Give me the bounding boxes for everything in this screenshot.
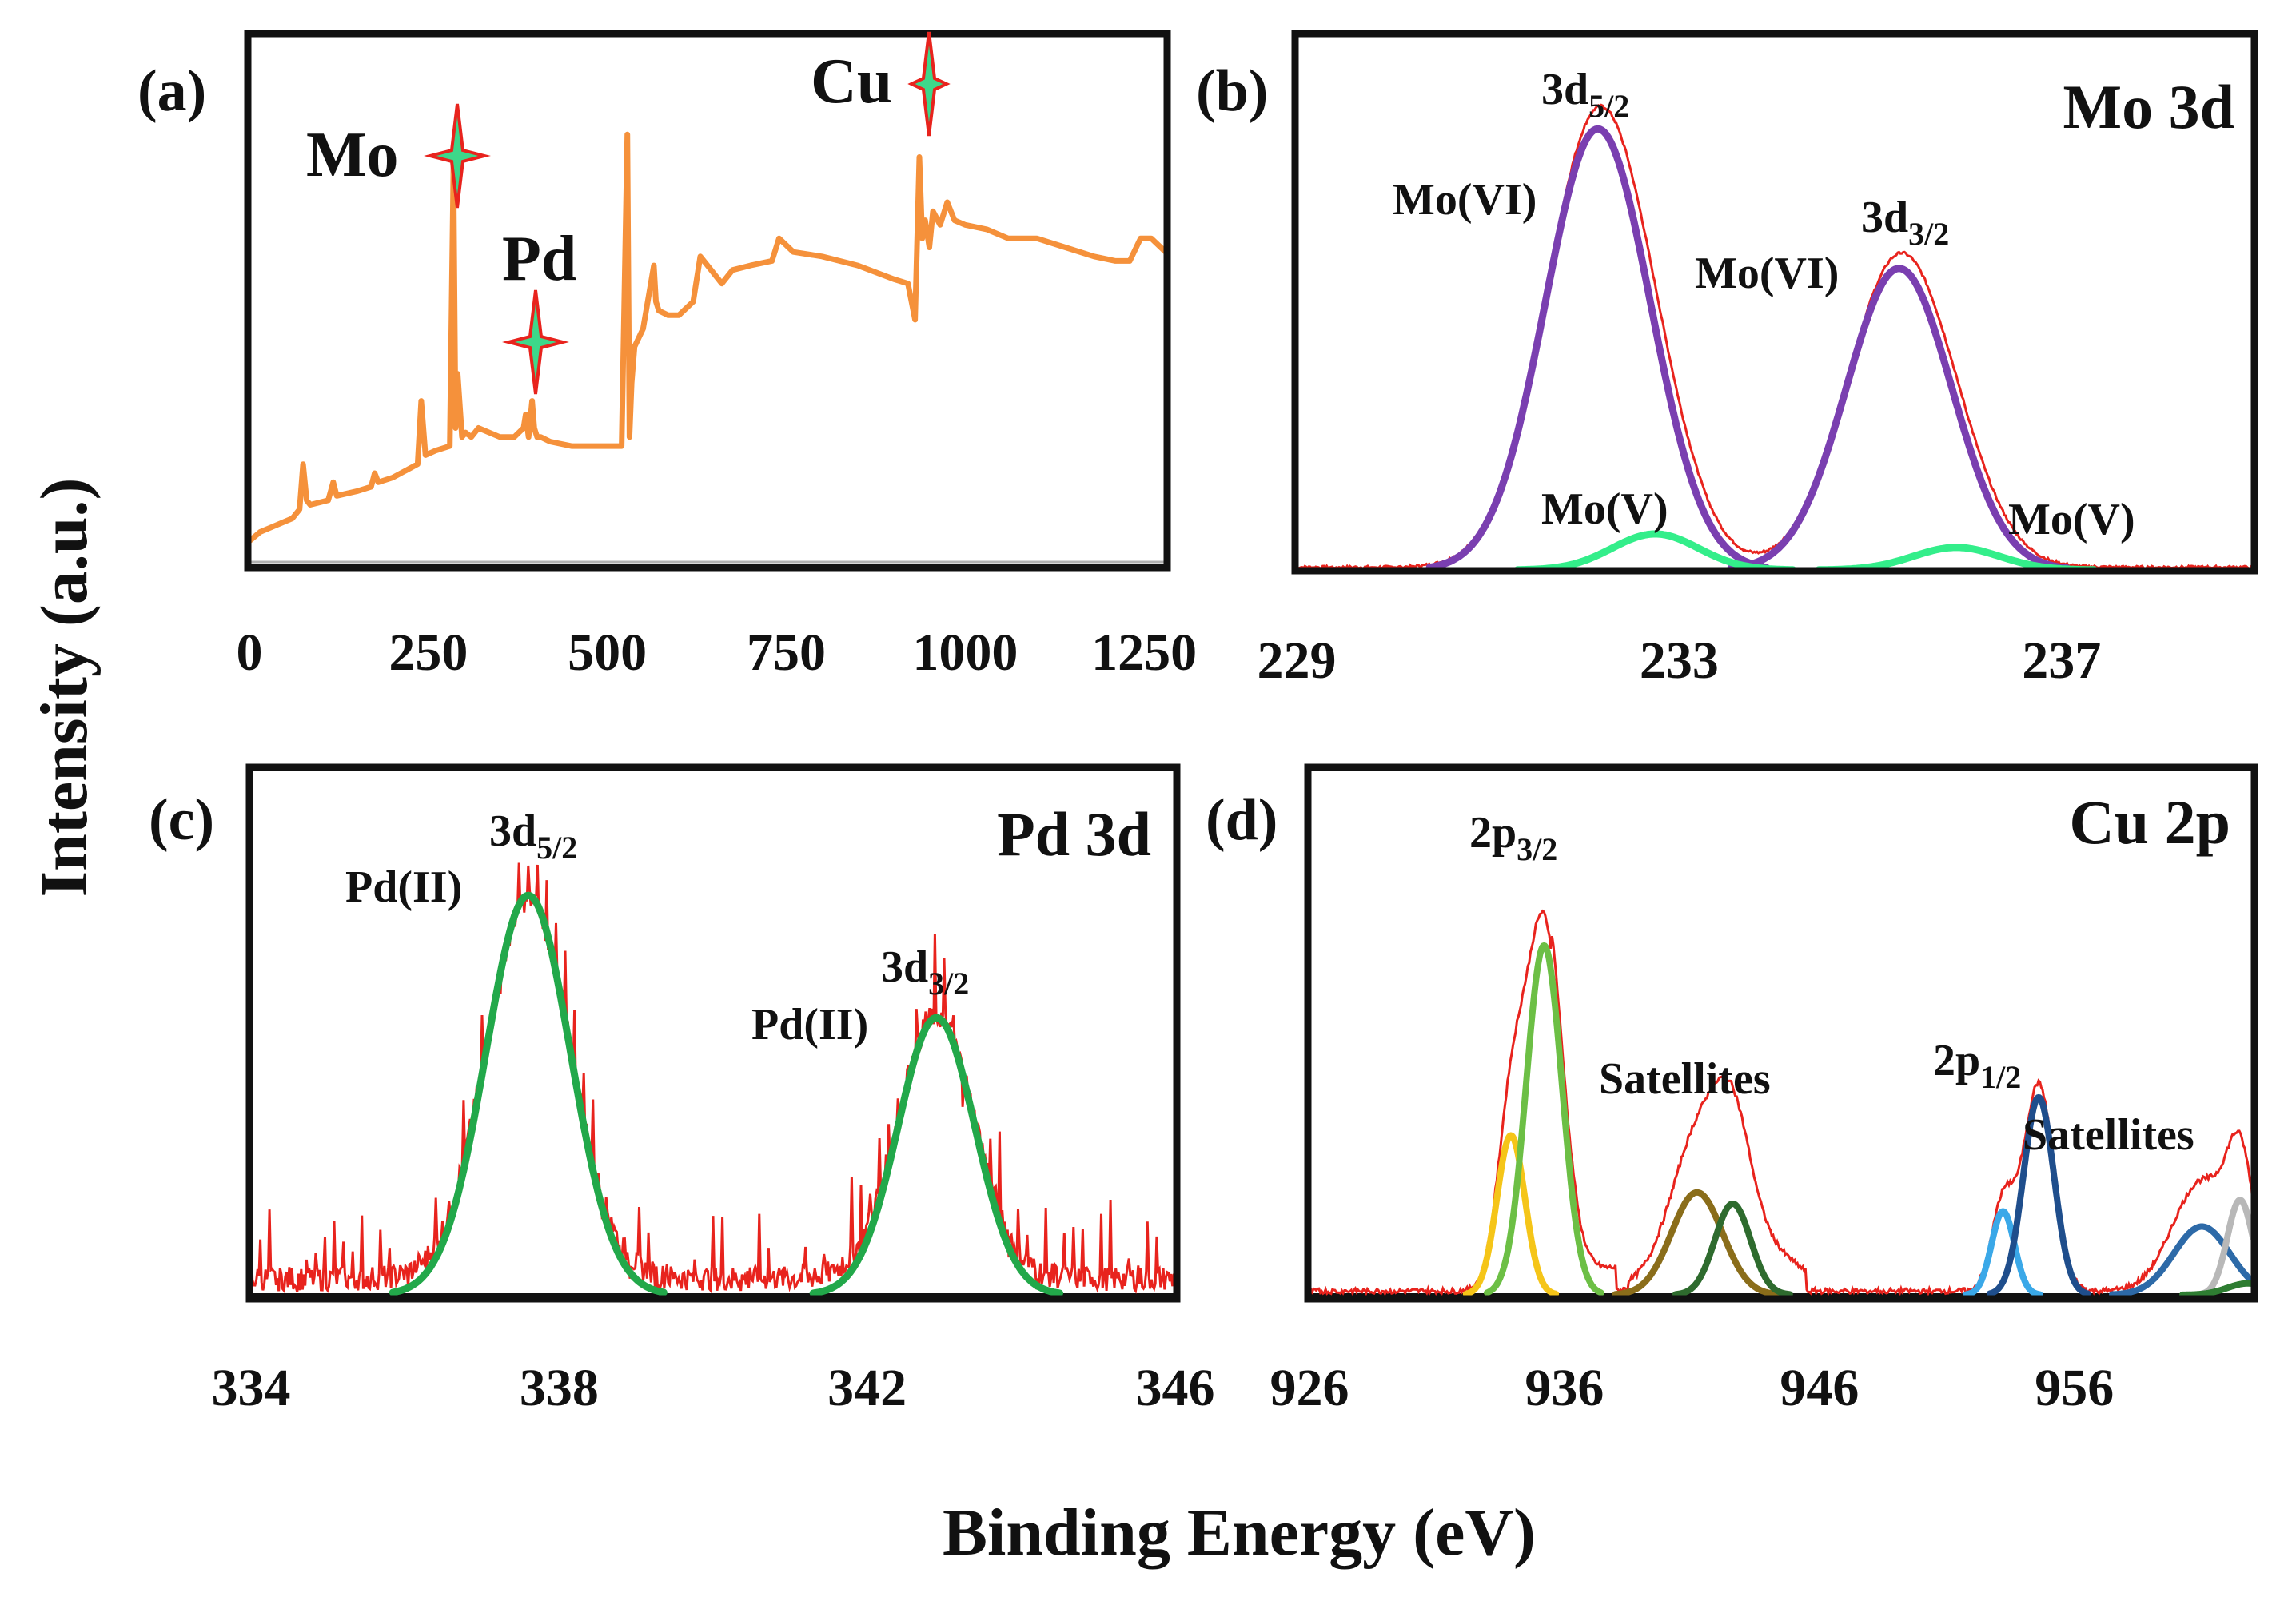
panel-d: (d) Cu 2p 926 936 946 956 2p3/2 Satellites … <box>1206 763 2258 1417</box>
xtick-c-334: 334 <box>212 1359 291 1417</box>
cu-satellites-label-2: Satellites <box>2023 1110 2194 1160</box>
panel-a-plot <box>247 131 1168 564</box>
cu-2p32-main: 2p <box>1469 808 1517 858</box>
mo-3d52-sub: 5/2 <box>1588 88 1629 124</box>
pd-3d32-sub: 3/2 <box>928 966 969 1002</box>
panel-c-fit-peak-0-0 <box>389 891 668 1296</box>
xtick-a-750: 750 <box>747 623 826 682</box>
cu-2p12-label: 2p1/2 <box>1933 1036 2021 1095</box>
pd-3d52-main: 3d <box>489 806 536 856</box>
panel-b-fit-peak-1-0 <box>1513 530 1797 574</box>
xtick-a-0: 0 <box>237 623 263 682</box>
cu-satellites-label-1: Satellites <box>1599 1054 1771 1104</box>
y-axis-title: Intensity (a.u.) <box>27 477 102 897</box>
panel-b-xticks: 229 233 237 <box>1258 631 2102 690</box>
mo-3d32-label: 3d3/2 <box>1861 193 1949 252</box>
xtick-c-346: 346 <box>1136 1359 1215 1417</box>
mo-vi-label-2: Mo(VI) <box>1695 249 1839 298</box>
panel-d-fit-peak-6-0 <box>2109 1223 2256 1298</box>
panel-a-xticks: 0 250 500 750 1000 1250 <box>237 623 1198 682</box>
mo-3d32-sub: 3/2 <box>1908 216 1949 252</box>
panel-d-fit-peak-2-0 <box>1612 1189 1782 1298</box>
mo-survey-label: Mo <box>306 120 399 190</box>
x-axis-title: Binding Energy (eV) <box>943 1495 1536 1570</box>
xtick-a-1250: 1250 <box>1091 623 1197 682</box>
xtick-d-946: 946 <box>1780 1359 1859 1417</box>
pd-3d52-label: 3d5/2 <box>489 806 577 866</box>
panel-d-frame <box>1304 763 2258 1303</box>
cu-survey-label: Cu <box>811 46 892 117</box>
panel-d-letter: (d) <box>1206 787 1278 853</box>
mo-3d52-main: 3d <box>1541 65 1588 114</box>
pd-3d32-main: 3d <box>881 942 928 992</box>
pd-survey-label: Pd <box>502 224 576 294</box>
panel-d-fit-peak-8-0 <box>2179 1280 2256 1298</box>
panel-d-title: Cu 2p <box>2069 787 2230 857</box>
mo-v-label-1: Mo(V) <box>1541 484 1668 534</box>
mo-vi-label-1: Mo(VI) <box>1393 175 1537 225</box>
cu-2p32-sub: 3/2 <box>1517 831 1557 867</box>
mo-star-icon <box>424 103 491 209</box>
panel-d-fit-peak-0-0 <box>1462 1132 1560 1297</box>
panel-c-frame <box>245 763 1181 1303</box>
pd-star-icon <box>502 289 569 395</box>
cu-2p32-label: 2p3/2 <box>1469 808 1557 867</box>
panel-b-frame <box>1291 30 2258 575</box>
xtick-a-500: 500 <box>568 623 647 682</box>
panel-c-plot <box>249 862 1177 1297</box>
xtick-b-233: 233 <box>1640 631 1719 690</box>
panel-c-title: Pd 3d <box>997 799 1151 869</box>
panel-d-fit-peak-5-0 <box>1986 1093 2091 1297</box>
cu-2p12-main: 2p <box>1933 1036 1980 1085</box>
panel-d-fit-peak-3-0 <box>1672 1200 1793 1298</box>
xtick-a-250: 250 <box>389 623 468 682</box>
xtick-c-342: 342 <box>827 1359 907 1417</box>
mo-v-label-2: Mo(V) <box>2008 495 2135 544</box>
xtick-a-1000: 1000 <box>912 623 1018 682</box>
panel-b-fit-peak-0-0 <box>1425 125 1770 572</box>
panel-c-fit-peak-0-1 <box>809 1014 1063 1297</box>
mo-3d52-label: 3d5/2 <box>1541 65 1629 124</box>
panel-b: (b) Mo 3d 229 233 237 3d5/2 Mo(VI) 3d3/2 M… <box>1196 30 2258 690</box>
panel-a: (a) 0 250 500 750 1000 1250 Mo Pd Cu <box>138 30 1198 682</box>
xtick-b-237: 237 <box>2022 631 2101 690</box>
panel-b-fit-peak-0-1 <box>1727 265 2071 572</box>
pd-3d32-label: 3d3/2 <box>881 942 969 1002</box>
cu-2p12-sub: 1/2 <box>1980 1059 2021 1095</box>
panel-d-fit-peak-4-0 <box>1963 1208 2043 1298</box>
panel-d-fit-peak-1-0 <box>1484 942 1604 1296</box>
panel-b-fit-peak-1-1 <box>1815 544 2098 574</box>
xtick-c-338: 338 <box>520 1359 599 1417</box>
cu-star-icon <box>907 31 951 137</box>
panel-c-raw-spectrum <box>249 862 1177 1294</box>
panel-c-xticks: 334 338 342 346 <box>212 1359 1215 1417</box>
pd-3d52-sub: 5/2 <box>536 830 577 866</box>
pd-ii-label-2: Pd(II) <box>751 1000 868 1049</box>
panel-a-letter: (a) <box>138 58 206 124</box>
mo-3d32-main: 3d <box>1861 193 1908 242</box>
xtick-b-229: 229 <box>1258 631 1337 690</box>
panel-a-frame <box>244 30 1171 572</box>
xtick-d-926: 926 <box>1270 1359 1349 1417</box>
survey-spectrum-line <box>247 131 1168 544</box>
panel-c: (c) Pd 3d 334 338 342 346 3d5/2 Pd(II) 3d3/… <box>149 763 1215 1417</box>
panel-d-xticks: 926 936 946 956 <box>1270 1359 2115 1417</box>
panel-d-raw-spectrum <box>1308 909 2254 1298</box>
pd-ii-label-1: Pd(II) <box>345 862 462 912</box>
xtick-d-956: 956 <box>2035 1359 2114 1417</box>
panel-d-fit-peak-7-0 <box>2196 1197 2256 1298</box>
panel-d-plot <box>1308 909 2256 1298</box>
panel-c-letter: (c) <box>149 787 214 853</box>
panel-b-title: Mo 3d <box>2063 72 2235 141</box>
panel-b-letter: (b) <box>1196 58 1268 124</box>
xtick-d-936: 936 <box>1525 1359 1604 1417</box>
